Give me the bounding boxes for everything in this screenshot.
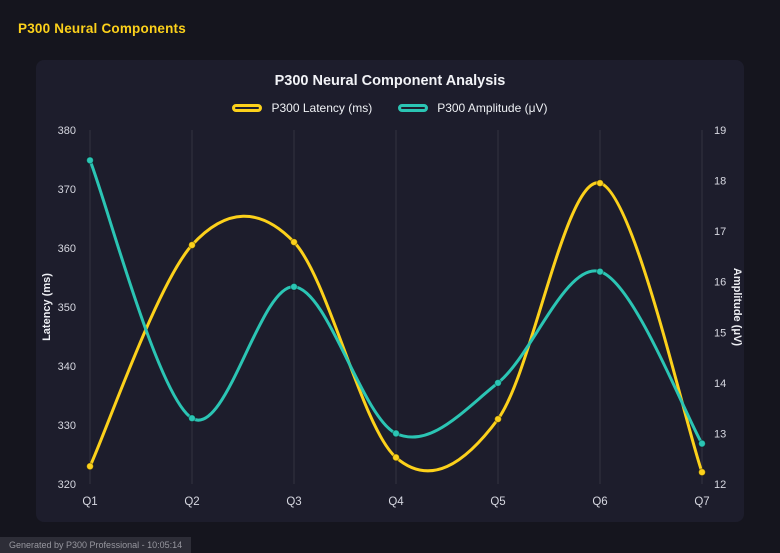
x-axis-label: Q4 — [388, 496, 404, 508]
latency-swatch-icon — [232, 104, 263, 112]
chart-legend: P300 Latency (ms) P300 Amplitude (μV) — [36, 100, 744, 116]
data-point[interactable] — [596, 179, 604, 187]
x-axis-label: Q1 — [82, 496, 97, 508]
left-axis-tick-label: 320 — [58, 479, 76, 491]
x-axis-label: Q6 — [592, 496, 607, 508]
x-axis-label: Q7 — [694, 496, 709, 508]
legend-label-amplitude: P300 Amplitude (μV) — [437, 101, 548, 115]
left-axis-tick-label: 370 — [58, 184, 76, 196]
right-axis-tick-label: 13 — [714, 428, 726, 440]
left-axis-tick-label: 340 — [58, 361, 76, 373]
data-point[interactable] — [290, 282, 298, 291]
amplitude-swatch-icon — [398, 104, 429, 112]
x-axis-label: Q5 — [490, 496, 505, 508]
left-axis-tick-label: 380 — [58, 125, 76, 137]
data-point[interactable] — [86, 156, 94, 165]
data-point[interactable] — [86, 462, 94, 471]
chart-panel: P300 Neural Component Analysis P300 Late… — [36, 60, 744, 522]
data-point[interactable] — [188, 241, 196, 249]
data-point[interactable] — [392, 453, 400, 462]
left-axis-tick-label: 350 — [58, 302, 76, 314]
data-point[interactable] — [494, 415, 502, 424]
x-axis-label: Q2 — [184, 496, 199, 508]
right-axis-title: Amplitude (μV) — [731, 268, 743, 347]
right-axis-tick-label: 12 — [714, 479, 726, 491]
line-chart: 320 330 340 350 360 370 380 12 13 14 15 16 17 18 19 Q1 Q… — [41, 125, 743, 508]
data-point[interactable] — [290, 238, 298, 246]
right-axis-tick-label: 18 — [714, 176, 726, 188]
data-point[interactable] — [188, 414, 196, 423]
status-bar: Generated by P300 Professional - 10:05:1… — [0, 537, 192, 553]
left-axis-tick-label: 360 — [58, 243, 76, 255]
data-point[interactable] — [596, 267, 604, 276]
right-axis-tick-label: 17 — [714, 226, 726, 238]
right-axis-tick-label: 19 — [714, 125, 726, 137]
right-axis-tick-label: 15 — [714, 327, 726, 339]
chart-title: P300 Neural Component Analysis — [274, 73, 506, 89]
legend-item-amplitude[interactable]: P300 Amplitude (μV) — [398, 101, 548, 115]
x-axis-label: Q3 — [286, 496, 301, 508]
data-point[interactable] — [392, 429, 400, 438]
page-title: P300 Neural Components — [18, 21, 186, 36]
right-axis-tick-label: 14 — [714, 378, 726, 390]
data-point[interactable] — [698, 468, 706, 477]
left-axis-title: Latency (ms) — [41, 273, 53, 341]
left-axis-tick-label: 330 — [58, 420, 76, 432]
legend-label-latency: P300 Latency (ms) — [271, 101, 373, 115]
data-point[interactable] — [494, 378, 502, 387]
data-point[interactable] — [698, 439, 706, 448]
right-axis-tick-label: 16 — [714, 277, 726, 289]
legend-item-latency[interactable]: P300 Latency (ms) — [232, 101, 372, 115]
